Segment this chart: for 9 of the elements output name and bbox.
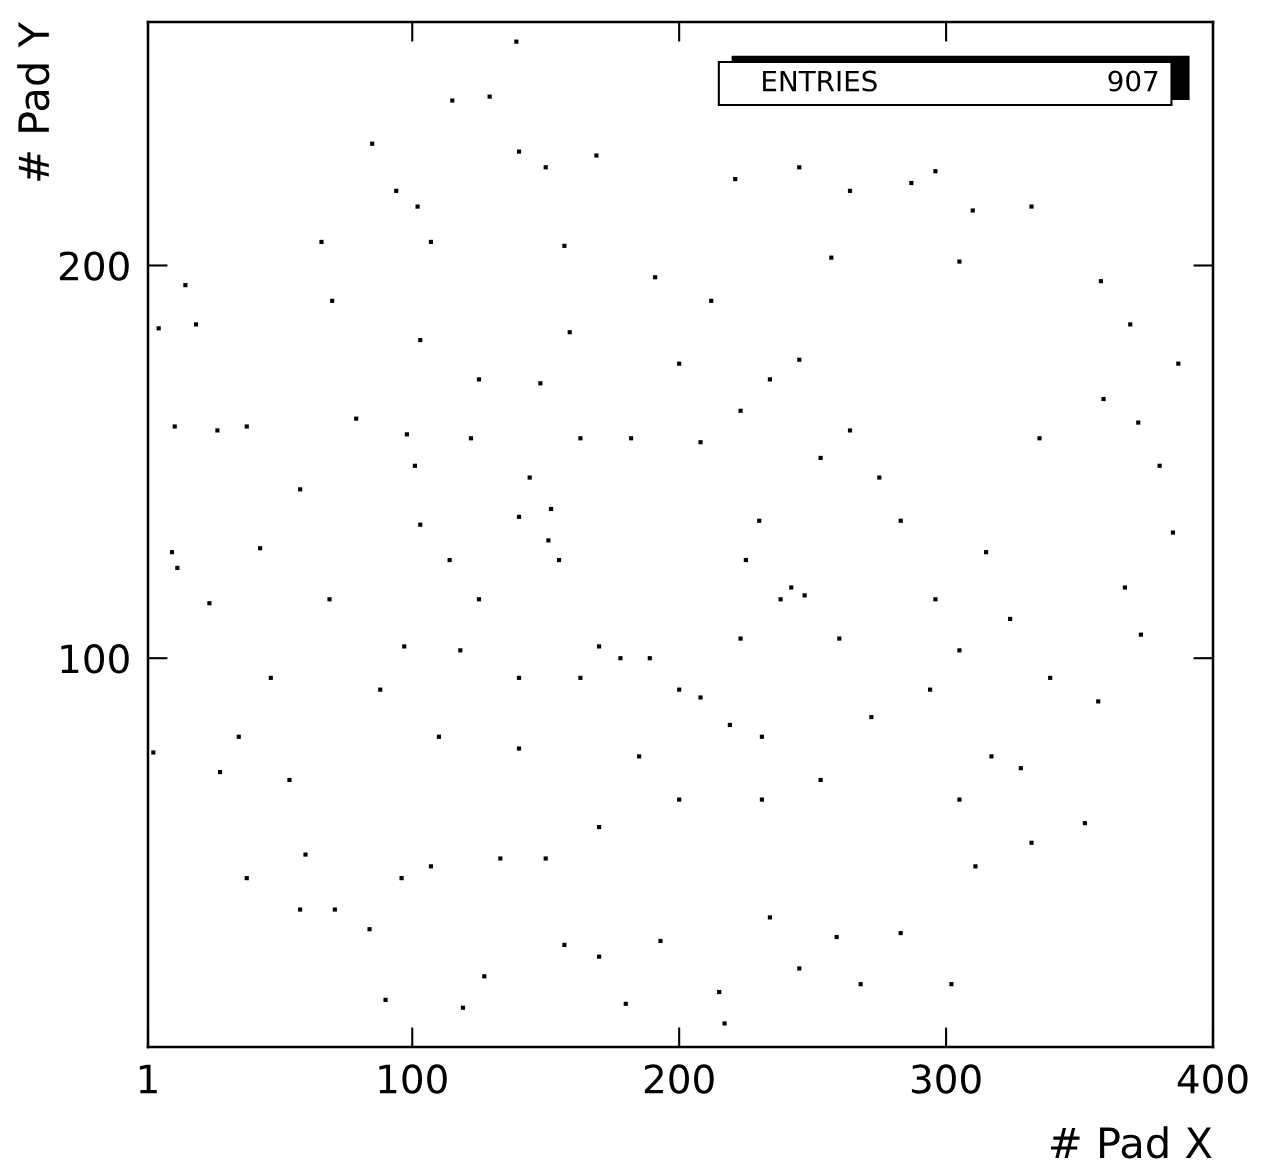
x-tick-label: 100 xyxy=(379,1064,447,1094)
x-axis-title: # Pad X xyxy=(1051,1126,1212,1159)
annotation: ENTRIES xyxy=(763,70,877,92)
x-tick-label: 400 xyxy=(1177,1064,1248,1094)
annotation: 907 xyxy=(1108,70,1158,92)
y-axis-title: # Pad Y xyxy=(17,21,50,181)
x-tick-label: 1 xyxy=(139,1064,157,1094)
x-tick-label: 200 xyxy=(644,1064,714,1094)
x-tick-label: 300 xyxy=(911,1064,981,1094)
